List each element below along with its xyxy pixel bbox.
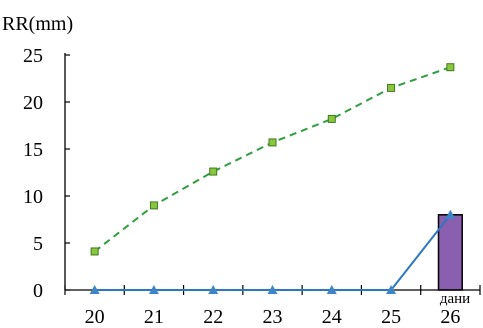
x-axis-unit: дани [440,291,470,307]
x-tick-label-0: 20 [85,306,105,328]
x-tick-label-3: 23 [263,306,283,328]
series-lines-layer [94,66,452,291]
series-1-point-5 [386,285,397,294]
series-1-point-0 [89,285,100,294]
series-1-point-1 [148,285,159,294]
x-tick-label-4: 24 [322,306,342,328]
series-0-point-1 [149,201,158,210]
y-axis-title: RR(mm) [2,13,73,35]
series-0-point-0 [90,247,99,256]
y-tick-label-0: 0 [33,280,43,302]
y-tick-label-3: 15 [23,139,43,161]
x-tick-label-5: 25 [381,306,401,328]
y-tick-label-2: 10 [23,186,43,208]
x-tick-label-2: 22 [203,306,223,328]
axes-layer [64,53,481,295]
series-1-point-3 [267,285,278,294]
y-tick-label-1: 5 [33,233,43,255]
series-1-line [94,214,452,291]
series-0-point-5 [387,83,396,92]
tick-labels-layer: 0 5 10 15 20 25 20 21 22 23 24 25 26 [23,45,460,328]
x-tick-label-1: 21 [144,306,164,328]
series-0-point-2 [209,167,218,176]
series-0-point-3 [268,138,277,147]
series-1-point-6 [445,209,456,219]
x-tick-label-6: 26 [440,306,460,328]
y-tick-label-5: 25 [23,45,43,67]
markers-layer [89,63,456,294]
y-tick-label-4: 20 [23,92,43,114]
series-0-point-4 [327,114,336,123]
series-1-point-2 [208,285,219,294]
series-0-line [94,66,451,253]
series-1-point-4 [326,285,337,294]
series-0-point-6 [446,63,455,72]
